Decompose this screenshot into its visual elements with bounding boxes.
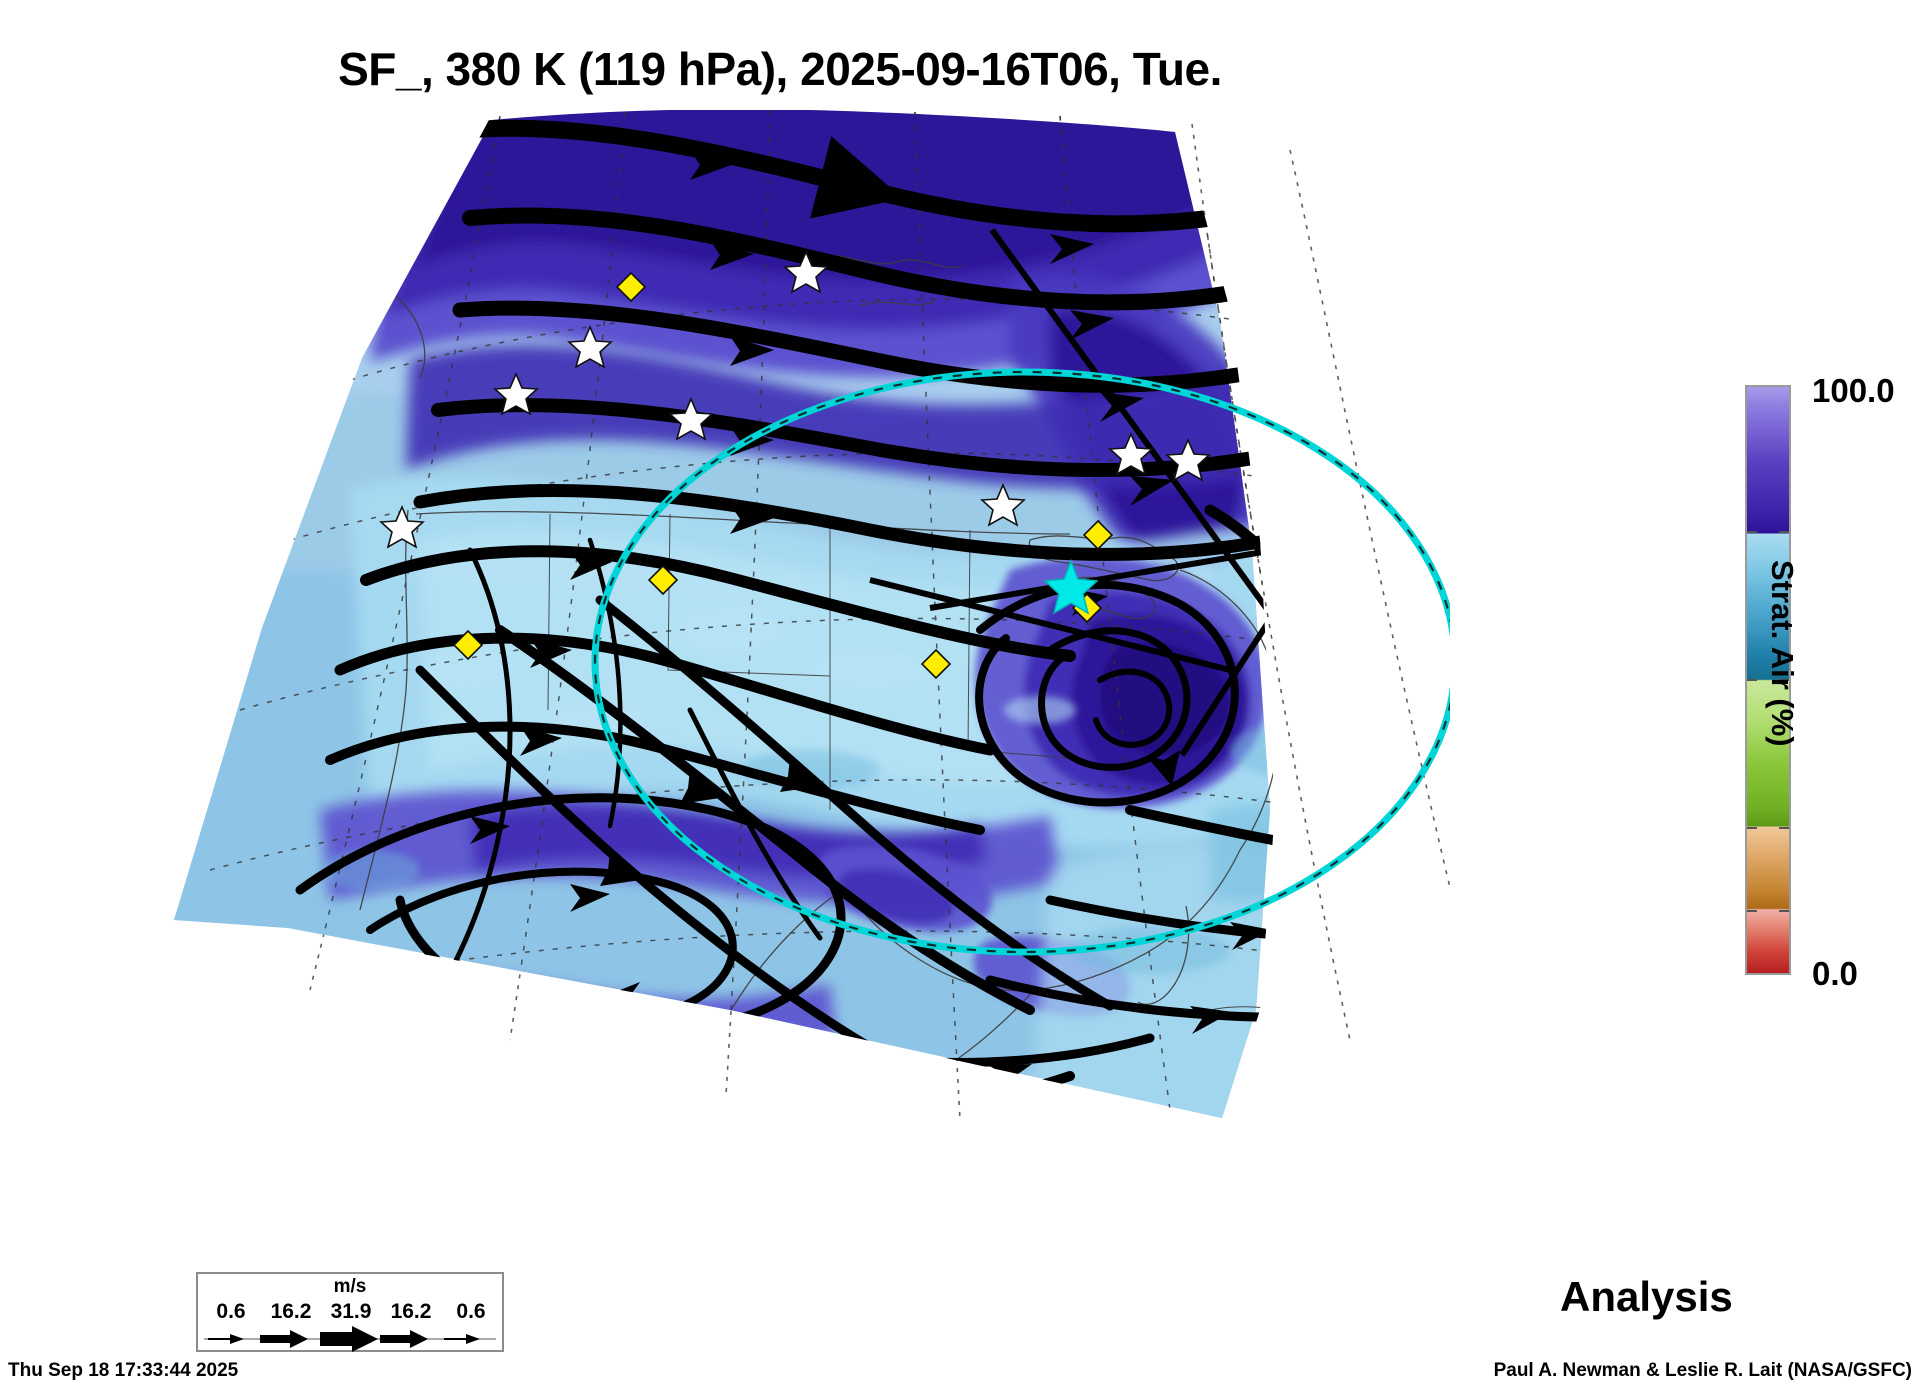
colorbar-axis-label: Strat. Air (%) [1765,560,1800,747]
diamond-marker [452,271,1114,680]
wind-streamlines [295,119,1275,1121]
colorbar-tick [1779,679,1789,681]
colorbar-tick [1779,910,1789,912]
map-panel[interactable] [170,110,1450,1250]
colorbar-max-label: 100.0 [1812,372,1895,409]
colorbar-tick [1747,679,1757,681]
colorbar-tick [1747,910,1757,912]
flight-track-1 [1179,294,1275,757]
colorbar-tick [1779,531,1789,533]
colorbar-tick [1779,827,1789,829]
wind-legend-value: 31.9 [330,1300,372,1323]
flight-tracks[interactable] [869,228,1450,757]
wind-legend-value: 16.2 [270,1300,312,1323]
wind-legend-value: 0.6 [456,1300,486,1323]
station-markers[interactable] [379,249,1211,680]
wind-legend-arrows [204,1326,496,1352]
map-canvas[interactable] [170,110,1450,1250]
colorbar-tick [1747,531,1757,533]
page-title: SF_, 380 K (119 hPa), 2025-09-16T06, Tue… [338,43,1222,95]
credit-footer: Paul A. Newman & Leslie R. Lait (NASA/GS… [1493,1360,1912,1381]
wind-legend-value: 0.6 [216,1300,246,1323]
timestamp-footer: Thu Sep 18 17:33:44 2025 [8,1360,239,1381]
flight-track-3 [929,497,1275,611]
wind-legend-value: 16.2 [390,1300,432,1323]
colorbar [1745,385,1791,975]
flight-track-4 [869,577,1231,673]
range-circle [591,368,1450,956]
center-star-marker [1043,558,1099,615]
flight-track-2 [989,228,1275,742]
wind-legend-unit: m/s [333,1276,367,1297]
analysis-label: Analysis [1560,1273,1733,1320]
colorbar-min-label: 0.0 [1812,955,1858,992]
colorbar-tick [1747,827,1757,829]
wind-speed-legend: m/s 0.6 16.2 31.9 16.2 0.6 [196,1272,504,1352]
star-marker [379,249,1211,549]
